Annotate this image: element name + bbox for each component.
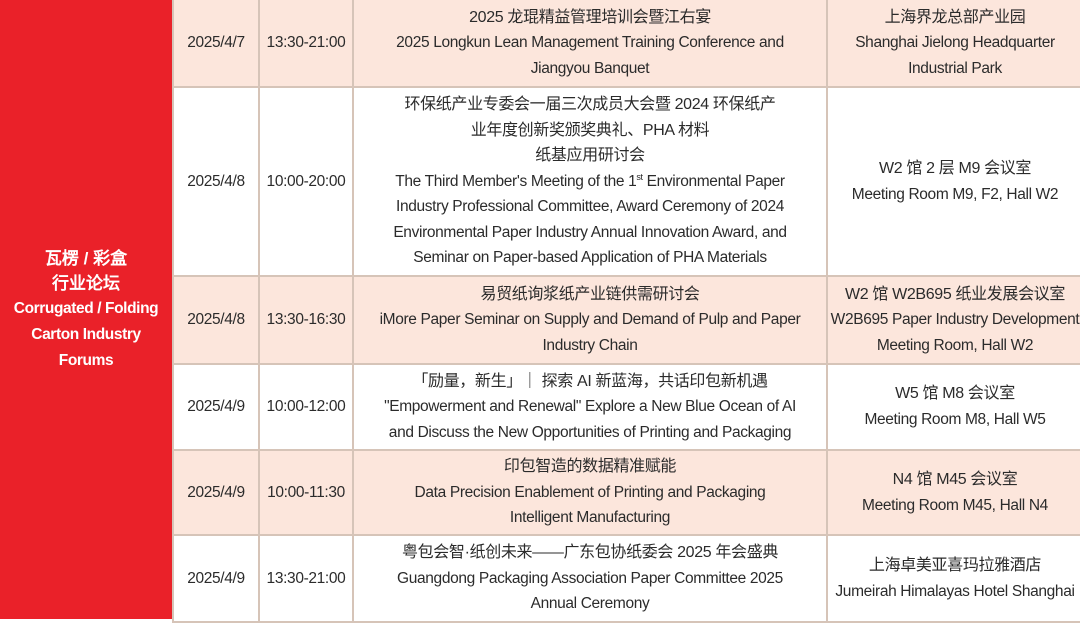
- date-cell: 2025/4/8: [172, 86, 260, 277]
- event-title-en: The Third Member's Meeting of the 1st En…: [356, 169, 824, 195]
- date-cell: 2025/4/9: [172, 363, 260, 451]
- venue-en: Meeting Room M9, F2, Hall W2: [851, 185, 1059, 203]
- venue-zh: 上海界龙总部产业园: [884, 8, 1026, 26]
- venue-en: Meeting Room, Hall W2: [876, 336, 1034, 354]
- event-title-en: Data Precision Enablement of Printing an…: [414, 483, 766, 501]
- date-cell: 2025/4/9: [172, 449, 260, 536]
- venue-zh: W2 馆 W2B695 纸业发展会议室: [844, 285, 1066, 303]
- venue-cell: W2 馆 2 层 M9 会议室 Meeting Room M9, F2, Hall…: [826, 86, 1080, 277]
- event-title-en: "Empowerment and Renewal" Explore a New …: [384, 398, 796, 416]
- time-cell: 10:00-20:00: [258, 86, 354, 277]
- event-title-en: Environmental Paper Industry Annual Inno…: [393, 223, 787, 241]
- event-title-zh: 环保纸产业专委会一届三次成员大会暨 2024 环保纸产: [404, 95, 776, 113]
- venue-en: Meeting Room M8, Hall W5: [864, 411, 1046, 428]
- venue-cell: 上海界龙总部产业园 Shanghai Jielong Headquarter Ind…: [826, 0, 1080, 88]
- table-row: 2025/4/9 10:00-11:30 印包智造的数据精准赋能 Data Preci…: [172, 449, 1080, 536]
- category-zh-2: 行业论坛: [52, 273, 120, 293]
- category-zh-1: 瓦楞 / 彩盒: [44, 248, 128, 268]
- category-en-2: Carton Industry: [31, 325, 141, 343]
- event-title-en: Seminar on Paper-based Application of PH…: [413, 249, 767, 267]
- venue-en: W2B695 Paper Industry Development: [830, 311, 1080, 329]
- time-cell: 13:30-21:00: [258, 0, 354, 88]
- event-title-en-part: The Third Member's Meeting of the 1: [395, 172, 637, 190]
- event-title-zh: 「励量，新生」｜ 探索 AI 新蓝海，共话印包新机遇: [412, 372, 768, 390]
- event-cell: 易贸纸询浆纸产业链供需研讨会 iMore Paper Seminar on Sup…: [352, 275, 828, 365]
- category-en-1: Corrugated / Folding: [13, 299, 159, 317]
- date-cell: 2025/4/8: [172, 275, 260, 365]
- event-cell: 粤包会智·纸创未来——广东包协纸委会 2025 年会盛典 Guangdong Pa…: [352, 534, 828, 623]
- event-cell: 印包智造的数据精准赋能 Data Precision Enablement of …: [352, 449, 828, 536]
- event-title-en: and Discuss the New Opportunities of Pri…: [388, 423, 792, 441]
- venue-zh: W2 馆 2 层 M9 会议室: [878, 159, 1032, 177]
- venue-cell: W5 馆 M8 会议室 Meeting Room M8, Hall W5: [826, 363, 1080, 451]
- event-title-zh: 纸基应用研讨会: [535, 147, 645, 165]
- event-title-zh: 粤包会智·纸创未来——广东包协纸委会 2025 年会盛典: [401, 544, 778, 562]
- event-title-zh: 业年度创新奖颁奖典礼、PHA 材料: [470, 121, 710, 139]
- venue-cell: W2 馆 W2B695 纸业发展会议室 W2B695 Paper Industry…: [826, 275, 1080, 365]
- ordinal-suffix: st: [636, 171, 643, 182]
- event-title-en: Industry Professional Committee, Award C…: [396, 198, 784, 216]
- category-en-3: Forums: [58, 351, 114, 369]
- table-row: 2025/4/8 13:30-16:30 易贸纸询浆纸产业链供需研讨会 iMore P…: [172, 275, 1080, 365]
- venue-en: Meeting Room M45, Hall N4: [862, 496, 1048, 514]
- venue-cell: N4 馆 M45 会议室 Meeting Room M45, Hall N4: [826, 449, 1080, 536]
- venue-en: Industrial Park: [908, 59, 1002, 77]
- time-cell: 10:00-12:00: [258, 363, 354, 451]
- venue-cell: 上海卓美亚喜玛拉雅酒店 Jumeirah Himalayas Hotel Shan…: [826, 534, 1080, 623]
- time-cell: 13:30-16:30: [258, 275, 354, 365]
- event-title-en: Annual Ceremony: [530, 595, 650, 613]
- venue-zh: 上海卓美亚喜玛拉雅酒店: [868, 556, 1042, 574]
- category-label: 瓦楞 / 彩盒 行业论坛 Corrugated / Folding Carton…: [0, 0, 172, 619]
- date-cell: 2025/4/9: [172, 534, 260, 623]
- event-title-en: 2025 Longkun Lean Management Training Co…: [396, 34, 784, 52]
- venue-en: Jumeirah Himalayas Hotel Shanghai: [835, 582, 1075, 600]
- event-title-en: iMore Paper Seminar on Supply and Demand…: [379, 311, 801, 329]
- event-title-en: Jiangyou Banquet: [530, 59, 650, 77]
- table-row: 2025/4/8 10:00-20:00 环保纸产业专委会一届三次成员大会暨 202…: [172, 86, 1080, 277]
- venue-en: Shanghai Jielong Headquarter: [855, 34, 1055, 52]
- table-row: 2025/4/7 13:30-21:00 2025 龙琨精益管理培训会暨江右宴 202…: [172, 0, 1080, 88]
- event-title-zh: 印包智造的数据精准赋能: [503, 458, 677, 476]
- time-cell: 10:00-11:30: [258, 449, 354, 536]
- time-cell: 13:30-21:00: [258, 534, 354, 623]
- event-cell: 「励量，新生」｜ 探索 AI 新蓝海，共话印包新机遇 "Empowerment a…: [352, 363, 828, 451]
- event-title-en-part: Environmental Paper: [642, 172, 785, 190]
- event-title-en: Intelligent Manufacturing: [509, 509, 671, 527]
- event-cell: 环保纸产业专委会一届三次成员大会暨 2024 环保纸产 业年度创新奖颁奖典礼、PH…: [352, 86, 828, 277]
- event-cell: 2025 龙琨精益管理培训会暨江右宴 2025 Longkun Lean Mana…: [352, 0, 828, 88]
- venue-zh: N4 馆 M45 会议室: [892, 470, 1018, 488]
- event-title-zh: 2025 龙琨精益管理培训会暨江右宴: [469, 8, 711, 26]
- venue-zh: W5 馆 M8 会议室: [895, 385, 1015, 403]
- table-row: 2025/4/9 10:00-12:00 「励量，新生」｜ 探索 AI 新蓝海，共话…: [172, 363, 1080, 451]
- event-title-en: Industry Chain: [542, 336, 638, 354]
- date-cell: 2025/4/7: [172, 0, 260, 88]
- schedule-table: 2025/4/7 13:30-21:00 2025 龙琨精益管理培训会暨江右宴 202…: [172, 0, 1080, 623]
- event-title-zh: 易贸纸询浆纸产业链供需研讨会: [480, 285, 700, 303]
- event-title-en: Guangdong Packaging Association Paper Co…: [397, 569, 783, 587]
- table-row: 2025/4/9 13:30-21:00 粤包会智·纸创未来——广东包协纸委会 20…: [172, 534, 1080, 623]
